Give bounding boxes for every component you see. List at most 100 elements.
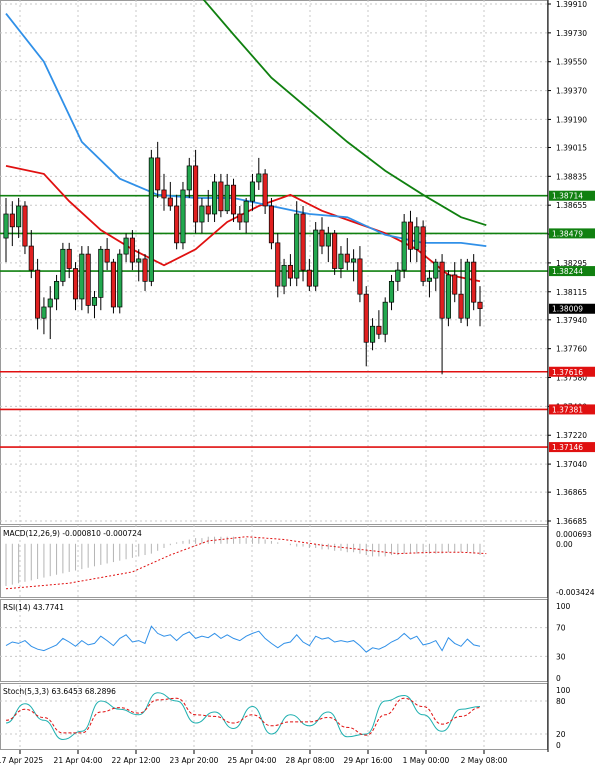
time-tick-label: 17 Apr 2025 <box>0 756 43 765</box>
price-tick-label: 1.37040 <box>556 460 587 469</box>
candle-body <box>357 258 363 295</box>
candle <box>22 201 28 255</box>
candle <box>401 214 407 279</box>
grid <box>0 0 548 750</box>
level-tag <box>549 366 595 377</box>
level-tag-label: 1.37146 <box>552 443 583 452</box>
candle <box>237 205 243 231</box>
candle <box>218 173 224 218</box>
candle <box>136 249 142 282</box>
candle-body <box>464 261 470 319</box>
candle <box>193 149 199 234</box>
candle <box>464 258 470 327</box>
candle-body <box>306 269 312 287</box>
candle-body <box>414 226 420 250</box>
level-tag <box>549 404 595 415</box>
candle <box>79 246 85 311</box>
candle-body <box>218 181 224 212</box>
candle <box>433 258 439 291</box>
candle-body <box>294 213 300 279</box>
stoch-title: Stoch(5,3,3) 63.6453 68.2896 <box>3 687 116 696</box>
candle <box>47 286 53 340</box>
stoch-tick-label: 0 <box>556 741 561 750</box>
candle <box>388 274 395 311</box>
candle <box>212 173 218 223</box>
time-axis: 17 Apr 2025 21 Apr 04:00 22 Apr 12:00 23 Ap… <box>0 750 508 765</box>
candle <box>205 189 211 223</box>
macd-tick-label: 0.00 <box>556 540 573 549</box>
candle-body <box>98 248 104 298</box>
candle-body <box>388 280 395 303</box>
candle <box>72 262 79 311</box>
candle <box>98 246 104 311</box>
rsi-panel[interactable]: 100 70 30 0 <box>0 602 571 683</box>
candle-body <box>28 245 34 271</box>
candle <box>16 197 22 239</box>
stoch-k-line <box>5 692 481 741</box>
candle <box>426 270 432 298</box>
candle-body <box>370 325 376 343</box>
candle <box>275 233 281 298</box>
candle <box>110 258 116 314</box>
candle <box>414 217 420 263</box>
price-tick-label: 1.39730 <box>556 29 587 38</box>
time-tick-label: 28 Apr 08:00 <box>286 756 335 765</box>
candle <box>161 173 167 211</box>
candle-body <box>420 226 426 282</box>
candle-body <box>22 205 28 247</box>
candle <box>458 258 464 324</box>
candle-body <box>458 293 464 319</box>
panel-frame <box>0 526 548 598</box>
candle <box>155 141 161 198</box>
stoch-panel[interactable]: 100 80 20 0 <box>0 686 571 750</box>
candle <box>319 217 325 255</box>
time-tick-label: 2 May 08:00 <box>461 756 508 765</box>
candle <box>420 220 426 287</box>
level-tag-label: 1.37381 <box>552 405 583 414</box>
price-tick-label: 1.38115 <box>556 288 587 297</box>
candle <box>395 262 401 291</box>
candle <box>294 201 300 287</box>
candle-body <box>224 184 230 212</box>
current-price-tag <box>549 303 595 314</box>
stoch-d-line <box>5 697 481 736</box>
candle <box>91 290 98 319</box>
price-tick-label: 1.39550 <box>556 58 587 67</box>
candle <box>256 157 262 190</box>
moving-average-line <box>5 165 481 283</box>
macd-tick-label: -0.003424 <box>556 588 595 597</box>
candle-body <box>161 189 167 199</box>
current-price-label: 1.38009 <box>552 305 583 314</box>
candle <box>363 286 369 367</box>
candle-body <box>9 213 15 228</box>
candle-body <box>338 253 344 269</box>
time-tick-label: 23 Apr 20:00 <box>170 756 219 765</box>
candlestick-plot[interactable] <box>0 0 548 448</box>
candle-body <box>155 157 161 191</box>
candle-body <box>332 232 338 269</box>
candle <box>376 310 382 340</box>
candle-body <box>325 232 331 247</box>
candle <box>230 178 237 223</box>
candle-body <box>54 280 60 300</box>
candle-body <box>16 205 22 228</box>
price-tick-label: 1.38835 <box>556 172 587 181</box>
candle <box>3 197 9 263</box>
candle <box>243 197 249 234</box>
candle-body <box>72 268 79 300</box>
candle-body <box>376 325 382 335</box>
candle-body <box>79 253 85 300</box>
candle-body <box>249 181 256 202</box>
candle <box>344 238 350 271</box>
candle <box>287 254 293 287</box>
rsi-line <box>5 625 481 653</box>
level-tag <box>549 228 595 239</box>
candle-body <box>426 277 432 282</box>
candle <box>351 249 357 282</box>
candle-body <box>85 253 91 306</box>
candle <box>123 233 129 263</box>
candle <box>445 270 451 327</box>
panel-frame <box>0 599 548 682</box>
candle <box>300 205 306 282</box>
